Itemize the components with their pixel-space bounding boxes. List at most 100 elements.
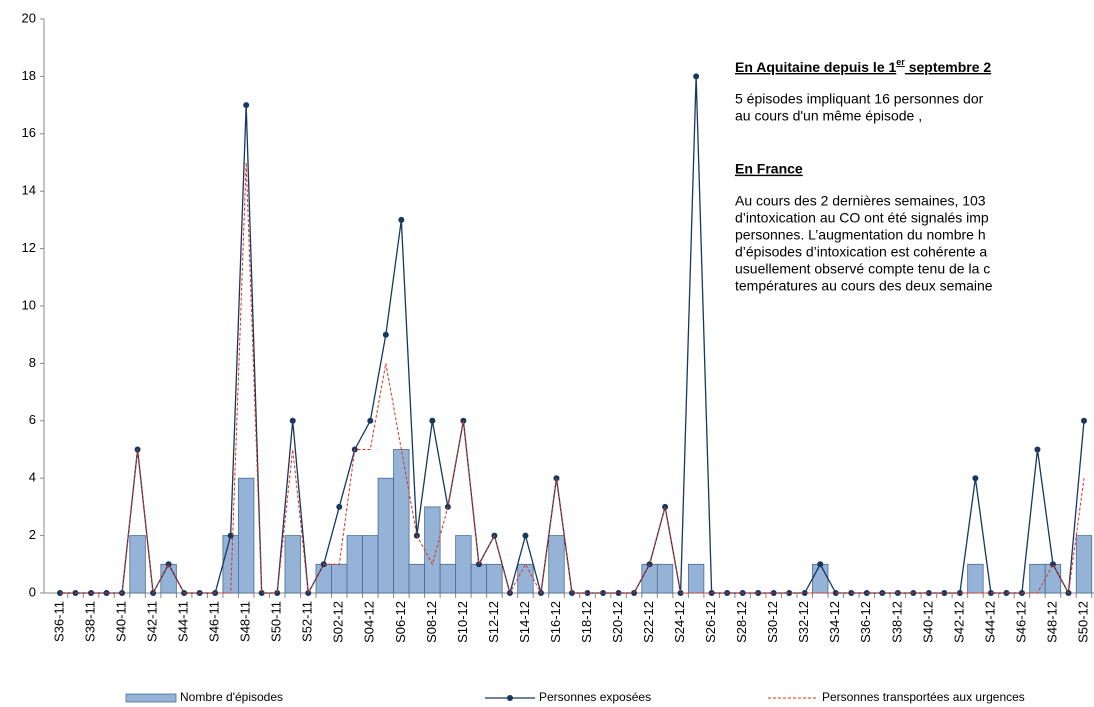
legend-swatch — [507, 695, 513, 701]
annotation-text: personnes. L’augmentation du nombre h — [735, 227, 986, 243]
x-tick-label: S44-11 — [176, 601, 191, 642]
x-tick-label: S16-12 — [548, 601, 563, 643]
bar — [1029, 563, 1046, 594]
marker — [786, 590, 793, 596]
x-tick-label: S04-12 — [362, 601, 377, 643]
x-tick-label: S28-12 — [734, 601, 749, 643]
marker — [305, 590, 312, 596]
x-tick-label: S38-11 — [82, 601, 97, 642]
marker — [584, 590, 591, 596]
x-tick-label: S10-12 — [455, 601, 470, 643]
bar — [346, 535, 363, 594]
marker — [522, 532, 529, 539]
annotation-text: septembre 2 — [905, 59, 992, 75]
marker — [832, 590, 839, 596]
marker — [243, 102, 250, 109]
x-tick-label: S42-12 — [951, 601, 966, 643]
y-tick-label: 16 — [22, 125, 36, 140]
marker — [569, 590, 575, 596]
y-tick-label: 2 — [29, 527, 36, 542]
x-tick-label: S40-12 — [920, 601, 935, 643]
annotation-heading: En Aquitaine depuis le 1er septembre 2 — [735, 57, 991, 74]
y-tick-label: 18 — [22, 68, 36, 83]
bar — [470, 563, 488, 594]
x-tick-label: S46-11 — [207, 601, 222, 642]
bar — [1044, 563, 1062, 594]
bar — [548, 535, 565, 594]
bar — [455, 535, 472, 594]
bar — [641, 563, 658, 594]
x-tick-label: S24-12 — [672, 601, 687, 643]
bar — [377, 477, 394, 594]
marker — [817, 561, 824, 568]
bar — [315, 563, 332, 594]
x-tick-label: S26-12 — [703, 601, 718, 643]
y-tick-label: 6 — [29, 412, 36, 427]
marker — [336, 503, 343, 510]
x-tick-label: S36-11 — [51, 601, 66, 642]
x-tick-label: S14-12 — [517, 601, 532, 643]
marker — [1034, 446, 1041, 453]
marker — [367, 417, 374, 424]
marker — [677, 590, 684, 596]
x-tick-label: S12-12 — [486, 601, 501, 643]
x-tick-label: S22-12 — [641, 601, 656, 643]
x-tick-label: S48-12 — [1044, 601, 1059, 643]
bar — [656, 563, 674, 594]
x-tick-label: S50-12 — [1075, 601, 1090, 643]
annotation-text: températures au cours des deux semaine — [735, 278, 993, 294]
legend-label: Nombre d'épisodes — [180, 690, 283, 704]
bar — [238, 477, 255, 594]
y-tick-label: 12 — [22, 240, 36, 255]
x-tick-label: S46-12 — [1013, 601, 1028, 643]
marker — [925, 590, 932, 596]
annotation-text: 5 épisodes impliquant 16 personnes dor — [735, 91, 984, 107]
legend-label: Personnes exposées — [539, 690, 651, 704]
x-tick-label: S44-12 — [982, 601, 997, 643]
bar — [129, 535, 146, 594]
marker — [258, 590, 265, 596]
bar — [408, 563, 426, 594]
bar — [967, 563, 984, 594]
bar — [1075, 535, 1093, 594]
bar — [393, 449, 410, 594]
annotation-heading: En France — [735, 161, 803, 177]
marker — [289, 417, 296, 424]
x-tick-label: S08-12 — [424, 601, 439, 643]
y-tick-label: 0 — [29, 584, 36, 599]
bar — [517, 563, 534, 594]
marker — [165, 561, 172, 568]
y-tick-label: 10 — [22, 297, 36, 312]
bar — [160, 563, 177, 594]
y-tick-label: 20 — [22, 10, 36, 25]
y-tick-label: 8 — [29, 355, 36, 370]
x-tick-label: S50-11 — [269, 601, 284, 642]
marker — [460, 417, 467, 424]
line — [60, 76, 1085, 596]
x-tick-label: S36-12 — [858, 601, 873, 643]
annotation-text: Au cours des 2 dernières semaines, 103 — [735, 193, 986, 209]
x-tick-label: S32-12 — [796, 601, 811, 643]
y-tick-label: 14 — [22, 183, 36, 198]
marker — [398, 216, 405, 223]
x-tick-label: S38-12 — [889, 601, 904, 643]
x-tick-label: S42-11 — [145, 601, 160, 642]
annotation-text: er — [896, 57, 905, 67]
x-tick-label: S34-12 — [827, 601, 842, 643]
x-tick-label: S48-11 — [238, 601, 253, 642]
marker — [1049, 561, 1056, 568]
annotation-text: au cours d'un même épisode , — [735, 108, 922, 124]
bar — [362, 535, 379, 594]
marker — [475, 561, 482, 568]
x-tick-label: S18-12 — [579, 601, 594, 643]
bar — [687, 563, 705, 594]
line — [60, 162, 1085, 595]
legend-swatch — [125, 693, 177, 703]
x-tick-label: S40-11 — [113, 601, 128, 642]
marker — [600, 590, 607, 596]
marker — [382, 331, 389, 338]
marker — [972, 475, 979, 482]
x-tick-label: S02-12 — [331, 601, 346, 643]
x-tick-label: S06-12 — [393, 601, 408, 643]
